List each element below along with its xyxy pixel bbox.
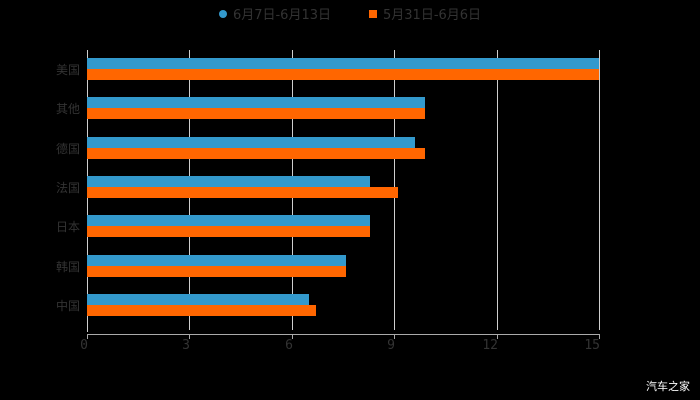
bar-series-1[interactable]: [87, 215, 371, 227]
x-tick-label: 9: [387, 338, 395, 353]
gridline: [497, 50, 498, 330]
bar-series-1[interactable]: [87, 175, 371, 187]
x-tick-label: 3: [182, 338, 190, 353]
y-category-label: 日本: [55, 220, 80, 235]
bar-series-2[interactable]: [87, 304, 316, 316]
bar-series-1[interactable]: [87, 254, 347, 266]
legend-marker-series-1: [218, 9, 227, 18]
gridline: [599, 50, 600, 330]
bar-series-2[interactable]: [87, 226, 371, 238]
chart-legend: 6月7日-6月13日 5月31日-6月6日: [0, 4, 700, 23]
watermark: 汽车之家: [646, 380, 690, 393]
bar-series-2[interactable]: [87, 108, 425, 120]
legend-label-series-1: 6月7日-6月13日: [232, 8, 331, 23]
x-tick-mark: [87, 334, 88, 339]
x-tick-mark: [292, 334, 293, 339]
bar-series-2[interactable]: [87, 69, 599, 80]
y-category-label: 美国: [55, 63, 80, 77]
legend-marker-series-2: [369, 9, 377, 18]
bar-series-1[interactable]: [87, 136, 415, 148]
y-category-label: 中国: [55, 298, 80, 313]
bar-series-2[interactable]: [87, 147, 425, 159]
bar-series-1[interactable]: [87, 293, 309, 305]
x-tick-label: 6: [285, 338, 293, 353]
legend-item-series-1[interactable]: 6月7日-6月13日: [218, 4, 331, 23]
bar-series-1[interactable]: [87, 97, 425, 109]
x-tick-mark: [599, 334, 600, 339]
x-tick-mark: [497, 334, 498, 339]
plot-area: [87, 50, 600, 332]
x-tick-mark: [394, 334, 395, 339]
y-category-label: 德国: [55, 141, 80, 156]
y-category-label: 其他: [55, 102, 80, 117]
legend-label-series-2: 5月31日-6月6日: [383, 8, 482, 23]
bar-series-2[interactable]: [87, 265, 347, 277]
x-axis: [87, 334, 599, 335]
y-category-label: 韩国: [55, 259, 80, 274]
legend-item-series-2[interactable]: 5月31日-6月6日: [369, 4, 481, 23]
x-tick-mark: [189, 334, 190, 339]
bar-series-2[interactable]: [87, 186, 398, 198]
y-category-label: 法国: [55, 180, 80, 195]
x-tick-label: 0: [80, 338, 88, 353]
x-tick-label: 12: [482, 338, 498, 353]
bar-series-1[interactable]: [87, 58, 599, 69]
x-tick-label: 15: [584, 338, 600, 353]
